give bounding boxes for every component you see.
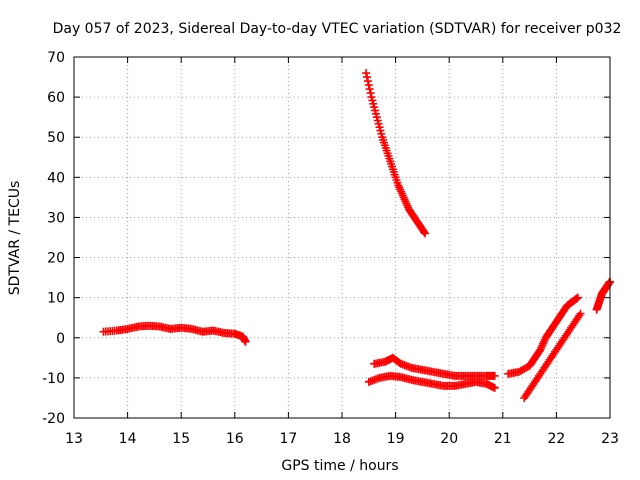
y-tick-label: 70 — [47, 50, 65, 66]
x-tick-label: 15 — [172, 431, 190, 447]
x-tick-label: 14 — [119, 431, 137, 447]
y-tick-label: -10 — [42, 371, 65, 387]
data-point — [362, 69, 371, 78]
data-point — [364, 81, 373, 90]
y-tick-label: 30 — [47, 210, 65, 226]
data-point — [366, 89, 375, 98]
y-tick-label: 50 — [47, 130, 65, 146]
x-tick-label: 23 — [601, 431, 619, 447]
series-segment-5 — [504, 293, 582, 378]
y-tick-label: 0 — [56, 331, 65, 347]
x-tick-label: 13 — [65, 431, 83, 447]
y-tick-label: -20 — [42, 411, 65, 427]
y-tick-labels: -20 -10 0 10 20 30 40 50 60 70 — [42, 50, 65, 427]
data-point — [421, 229, 430, 238]
data-point — [363, 73, 372, 82]
series-segment-7 — [592, 277, 614, 314]
chart-title: Day 057 of 2023, Sidereal Day-to-day VTE… — [53, 21, 622, 37]
data-point — [573, 293, 582, 302]
y-tick-label: 20 — [47, 251, 65, 267]
x-tick-label: 17 — [279, 431, 297, 447]
x-tick-label: 22 — [547, 431, 565, 447]
x-tick-label: 21 — [494, 431, 512, 447]
data-point — [576, 309, 585, 318]
data-point — [241, 337, 250, 346]
series-segment-4 — [370, 353, 499, 380]
series-segment-6 — [520, 309, 585, 402]
data-point — [420, 228, 429, 237]
x-tick-label: 16 — [226, 431, 244, 447]
y-axis-title: SDTVAR / TECUs — [7, 181, 23, 296]
series-segment-2 — [362, 69, 430, 238]
y-tick-label: 10 — [47, 291, 65, 307]
series-segment-1 — [99, 321, 250, 346]
plot-frame — [73, 56, 611, 419]
data-point — [490, 371, 499, 380]
y-tick-label: 60 — [47, 90, 65, 106]
data-points — [99, 69, 614, 402]
x-tick-label: 20 — [440, 431, 458, 447]
x-tick-label: 18 — [333, 431, 351, 447]
x-tick-labels: 13 14 15 16 17 18 19 20 21 22 23 — [65, 431, 619, 447]
data-point — [365, 85, 374, 94]
data-point — [490, 383, 499, 392]
x-tick-label: 19 — [387, 431, 405, 447]
grid — [74, 57, 610, 418]
series-segment-3 — [364, 371, 499, 392]
x-axis-title: GPS time / hours — [281, 458, 398, 474]
y-tick-label: 40 — [47, 170, 65, 186]
data-point — [363, 77, 372, 86]
